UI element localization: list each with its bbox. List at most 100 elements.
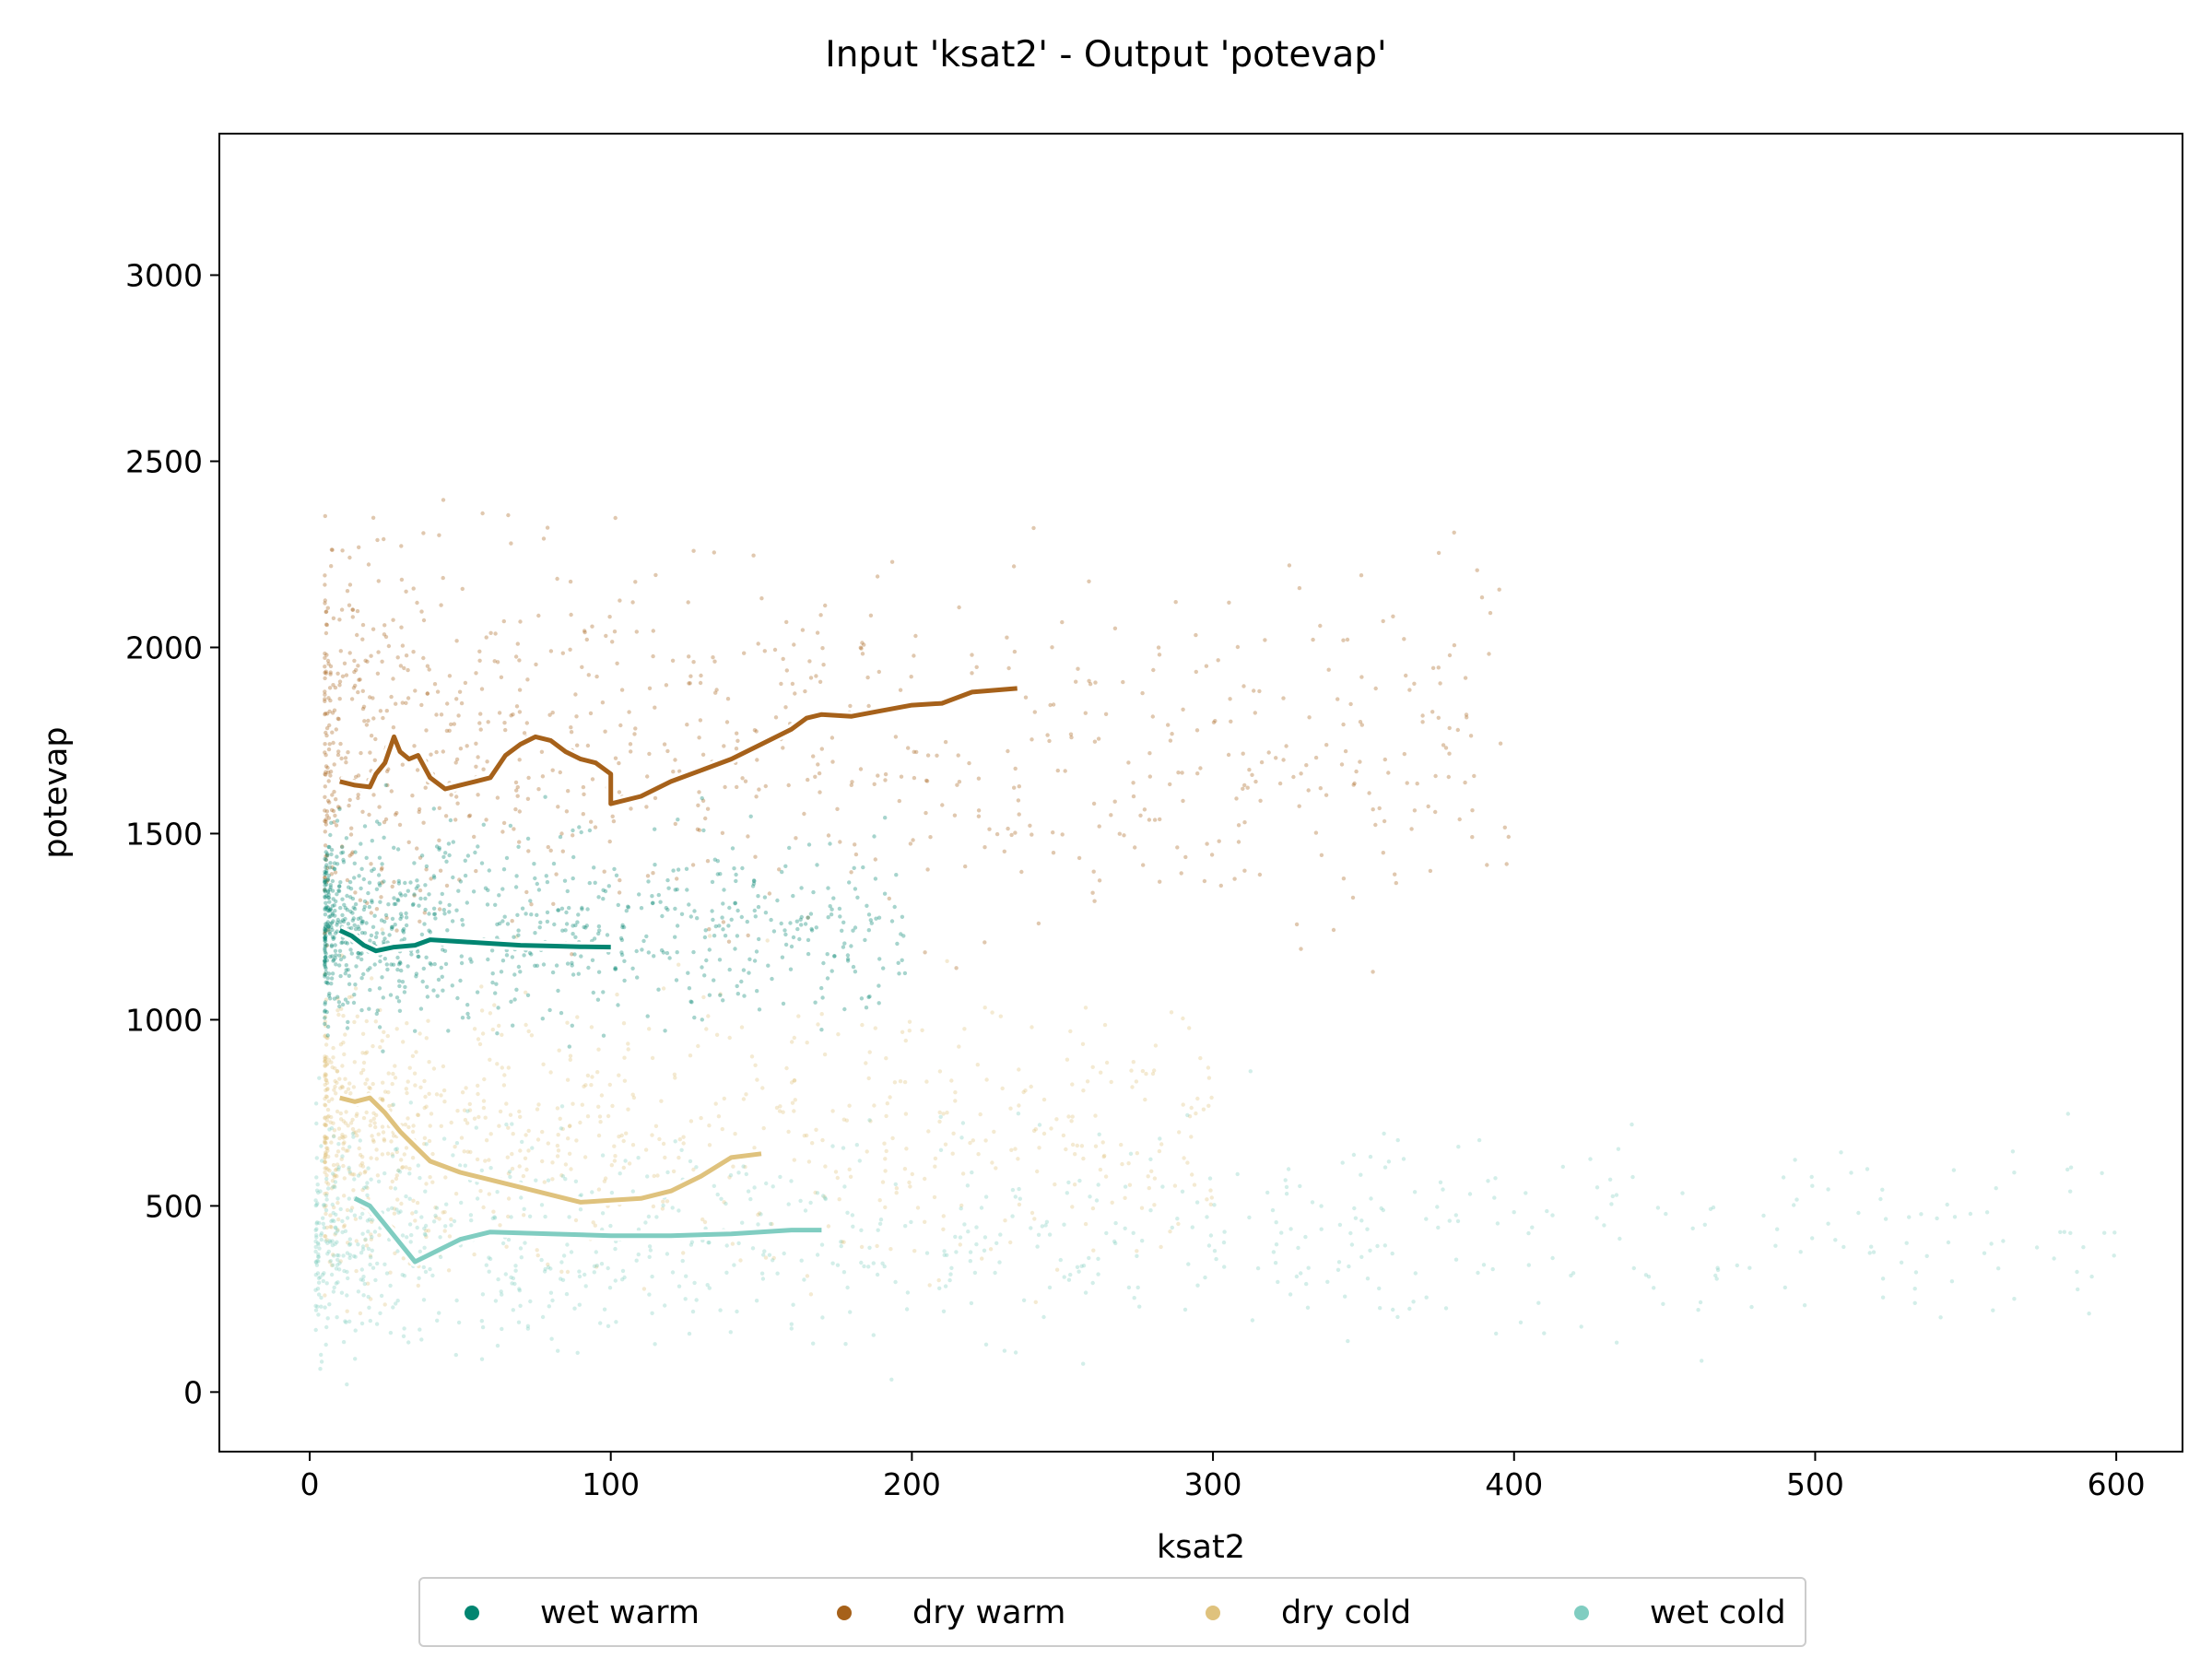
scatter-point <box>484 1263 488 1267</box>
scatter-point <box>1208 1233 1214 1238</box>
scatter-point <box>831 896 836 900</box>
scatter-point <box>724 1201 728 1206</box>
scatter-point <box>558 1116 562 1122</box>
scatter-point <box>319 1144 324 1148</box>
scatter-point <box>1152 1176 1158 1181</box>
scatter-point <box>767 1253 772 1257</box>
scatter-point <box>613 967 618 971</box>
scatter-point <box>333 1180 338 1184</box>
scatter-point <box>359 750 363 756</box>
scatter-point <box>618 877 622 883</box>
scatter-point <box>1032 710 1038 714</box>
scatter-point <box>1276 1279 1280 1285</box>
scatter-point <box>627 710 631 714</box>
scatter-point <box>1092 739 1098 744</box>
scatter-point <box>590 958 595 963</box>
scatter-point <box>1912 1287 1917 1291</box>
scatter-point <box>359 841 363 846</box>
scatter-point <box>323 1054 327 1059</box>
scatter-point <box>390 1152 394 1157</box>
scatter-point <box>943 739 948 745</box>
scatter-point <box>727 967 732 972</box>
scatter-point <box>323 1234 327 1239</box>
scatter-point <box>567 1124 572 1129</box>
scatter-point <box>1148 1157 1153 1162</box>
scatter-point <box>327 1127 332 1132</box>
scatter-point <box>688 1242 694 1247</box>
scatter-point <box>568 1057 572 1063</box>
scatter-point <box>348 832 354 837</box>
scatter-point <box>872 1103 877 1108</box>
scatter-point <box>518 1246 524 1251</box>
scatter-point <box>1715 1267 1721 1273</box>
scatter-point <box>1062 1222 1066 1227</box>
scatter-point <box>609 1190 615 1195</box>
scatter-point <box>1113 1241 1118 1246</box>
scatter-point <box>352 923 357 927</box>
scatter-point <box>715 1192 720 1197</box>
scatter-point <box>1083 1221 1088 1227</box>
scatter-point <box>329 564 334 569</box>
scatter-point <box>465 1121 470 1125</box>
scatter-point <box>1247 1215 1252 1220</box>
scatter-point <box>1170 732 1174 736</box>
scatter-point <box>955 782 959 787</box>
scatter-point <box>1951 1168 1957 1172</box>
scatter-point <box>501 820 507 826</box>
scatter-point <box>789 1322 794 1326</box>
scatter-point <box>517 688 523 692</box>
scatter-point <box>352 658 357 664</box>
scatter-point <box>647 751 652 757</box>
scatter-point <box>990 1010 994 1015</box>
scatter-point <box>1016 1157 1020 1161</box>
scatter-point <box>746 834 750 839</box>
scatter-point <box>1070 1082 1075 1087</box>
scatter-point <box>323 887 327 892</box>
scatter-point <box>437 847 441 852</box>
scatter-point <box>326 1249 331 1254</box>
scatter-point <box>365 1185 370 1191</box>
scatter-point <box>474 741 478 746</box>
scatter-point <box>375 537 380 543</box>
scatter-point <box>378 883 382 888</box>
scatter-point <box>377 1233 382 1238</box>
scatter-point <box>622 1055 627 1060</box>
scatter-point <box>745 919 749 924</box>
scatter-point <box>341 1339 347 1345</box>
scatter-point <box>334 1212 338 1218</box>
scatter-point <box>502 721 507 725</box>
scatter-point <box>378 1311 382 1316</box>
scatter-point <box>923 1176 927 1182</box>
scatter-point <box>431 874 436 878</box>
scatter-point <box>613 967 618 971</box>
scatter-point <box>346 968 350 972</box>
scatter-point <box>517 1164 522 1169</box>
scatter-point <box>328 664 334 669</box>
scatter-point <box>526 849 531 853</box>
scatter-point <box>340 850 346 854</box>
scatter-point <box>1146 1174 1150 1179</box>
scatter-point <box>335 1162 340 1167</box>
scatter-point <box>497 1023 501 1029</box>
scatter-point <box>1206 1103 1211 1109</box>
scatter-point <box>334 1230 338 1236</box>
scatter-point <box>434 749 439 755</box>
scatter-point <box>848 1310 853 1314</box>
scatter-point <box>718 993 723 998</box>
scatter-point <box>373 1019 378 1024</box>
scatter-point <box>538 920 543 924</box>
scatter-point <box>480 511 485 516</box>
scatter-point <box>992 1129 996 1135</box>
scatter-point <box>323 1159 327 1164</box>
scatter-point <box>873 1026 877 1030</box>
scatter-point <box>1195 771 1200 776</box>
scatter-point <box>323 879 328 884</box>
scatter-point <box>326 924 331 929</box>
scatter-point <box>546 844 550 850</box>
scatter-point <box>335 1109 340 1114</box>
scatter-point <box>326 971 332 976</box>
scatter-point <box>1130 1085 1135 1089</box>
scatter-point <box>1512 1210 1516 1215</box>
scatter-point <box>687 681 691 686</box>
